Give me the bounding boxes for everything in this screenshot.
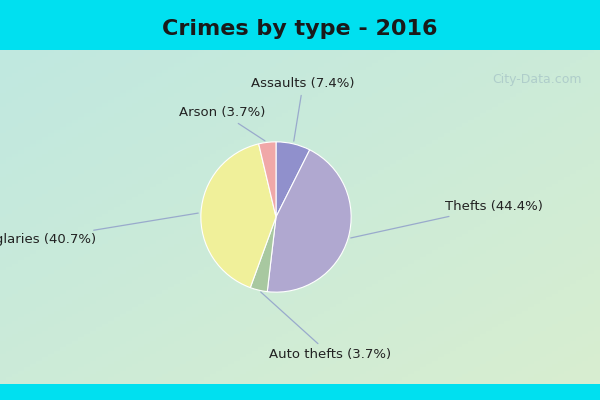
Text: City-Data.com: City-Data.com xyxy=(493,73,582,86)
Wedge shape xyxy=(267,150,351,292)
Text: Thefts (44.4%): Thefts (44.4%) xyxy=(351,200,543,238)
Text: Assaults (7.4%): Assaults (7.4%) xyxy=(251,77,355,141)
Wedge shape xyxy=(250,217,276,292)
Text: Auto thefts (3.7%): Auto thefts (3.7%) xyxy=(261,292,391,361)
Wedge shape xyxy=(276,142,310,217)
Wedge shape xyxy=(201,144,276,288)
Text: Arson (3.7%): Arson (3.7%) xyxy=(179,106,265,141)
Wedge shape xyxy=(259,142,276,217)
Text: Burglaries (40.7%): Burglaries (40.7%) xyxy=(0,213,198,246)
Text: Crimes by type - 2016: Crimes by type - 2016 xyxy=(162,19,438,39)
